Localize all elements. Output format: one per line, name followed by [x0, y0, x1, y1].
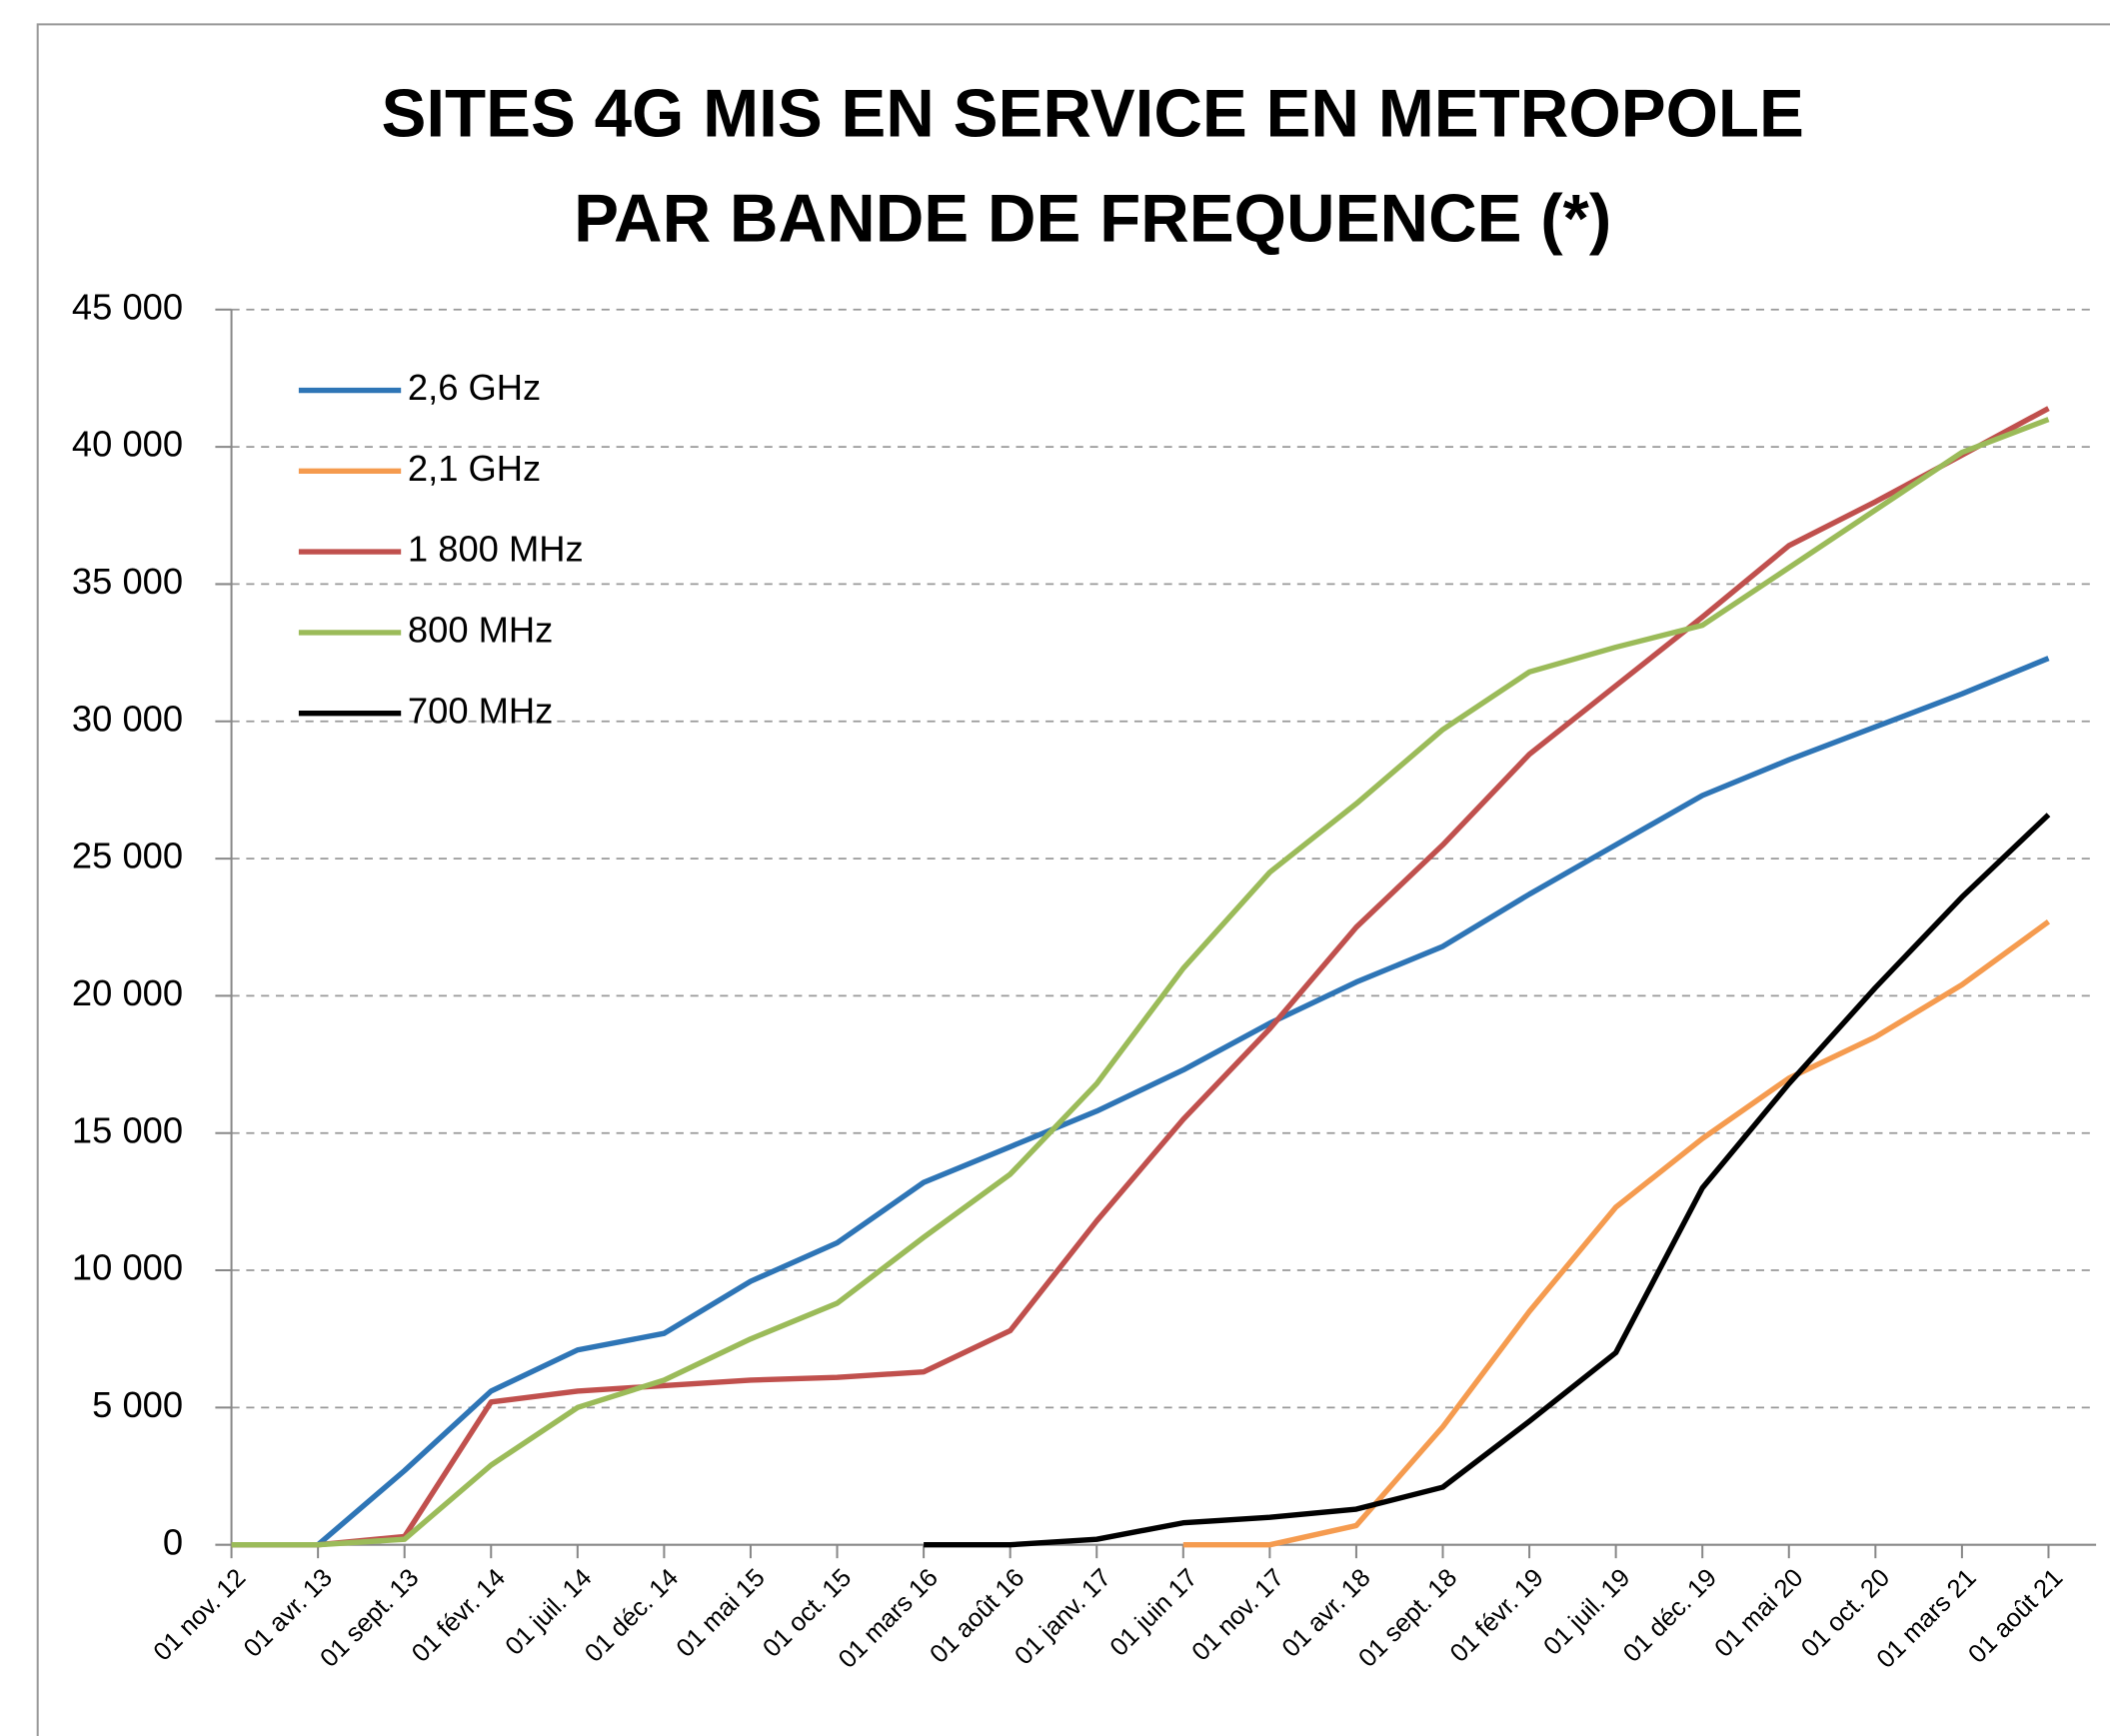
- x-tick-label: 01 août 21: [1963, 1564, 2068, 1669]
- y-tick-label: 35 000: [72, 561, 183, 602]
- legend-label: 2,6 GHz: [408, 367, 541, 408]
- x-tick-label: 01 févr. 19: [1445, 1564, 1549, 1668]
- series-line: [1182, 919, 2051, 1548]
- series-line: [231, 417, 2050, 1548]
- x-tick-label: 01 déc. 14: [580, 1564, 684, 1668]
- legend-label: 800 MHz: [408, 610, 553, 651]
- series-line: [231, 656, 2050, 1548]
- x-tick-label: 01 nov. 17: [1186, 1564, 1289, 1667]
- x-tick-label: 01 déc. 19: [1618, 1564, 1722, 1668]
- y-tick-label: 40 000: [72, 424, 183, 465]
- chart-frame: [36, 23, 2110, 1736]
- legend-label: 2,1 GHz: [408, 448, 541, 489]
- x-tick-label: 01 mai 15: [672, 1564, 771, 1663]
- y-tick-label: 5 000: [92, 1384, 183, 1425]
- y-tick-label: 20 000: [72, 972, 183, 1013]
- y-tick-label: 0: [163, 1521, 183, 1562]
- legend-label: 1 800 MHz: [408, 529, 584, 570]
- series-line: [924, 813, 2051, 1548]
- chart-title: SITES 4G MIS EN SERVICE EN METROPOLE: [381, 76, 1804, 151]
- x-tick-label: 01 févr. 14: [407, 1564, 511, 1668]
- x-tick-label: 01 mai 20: [1709, 1564, 1808, 1663]
- series-line: [231, 406, 2050, 1548]
- y-tick-label: 10 000: [72, 1247, 183, 1288]
- legend-label: 700 MHz: [408, 690, 553, 731]
- y-tick-label: 45 000: [72, 286, 183, 327]
- chart-title: PAR BANDE DE FREQUENCE (*): [574, 181, 1611, 256]
- y-tick-label: 30 000: [72, 698, 183, 739]
- x-tick-label: 01 nov. 12: [148, 1564, 251, 1667]
- y-tick-label: 25 000: [72, 836, 183, 876]
- y-tick-label: 15 000: [72, 1109, 183, 1150]
